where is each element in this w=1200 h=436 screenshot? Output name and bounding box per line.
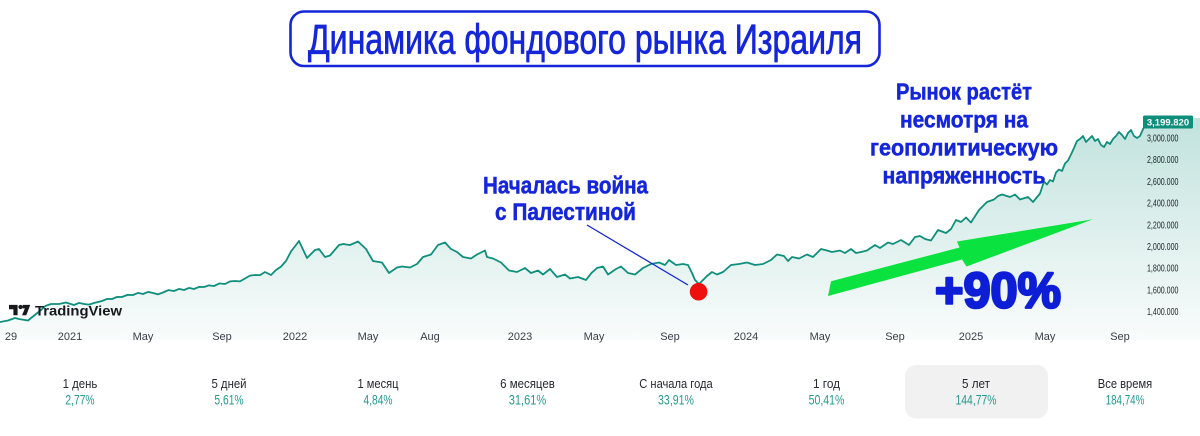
svg-text:May: May bbox=[584, 331, 605, 343]
svg-text:3,000.000: 3,000.000 bbox=[1147, 133, 1179, 145]
svg-text:2021: 2021 bbox=[58, 331, 82, 343]
svg-text:TradingView: TradingView bbox=[35, 303, 122, 319]
svg-text:184,74%: 184,74% bbox=[1106, 393, 1145, 408]
svg-text:29: 29 bbox=[5, 331, 17, 343]
svg-text:1,600.000: 1,600.000 bbox=[1147, 284, 1179, 296]
svg-text:2025: 2025 bbox=[959, 331, 983, 343]
svg-text:Sep: Sep bbox=[1110, 331, 1130, 343]
svg-text:Sep: Sep bbox=[885, 331, 905, 343]
svg-text:5,61%: 5,61% bbox=[214, 393, 243, 408]
svg-text:2,77%: 2,77% bbox=[65, 393, 94, 408]
svg-text:1 день: 1 день bbox=[63, 377, 98, 391]
svg-text:4,84%: 4,84% bbox=[364, 393, 393, 408]
svg-text:3,199.820: 3,199.820 bbox=[1147, 118, 1189, 129]
svg-text:1,400.000: 1,400.000 bbox=[1147, 306, 1179, 318]
svg-text:2,000.000: 2,000.000 bbox=[1147, 241, 1179, 253]
svg-text:С начала года: С начала года bbox=[639, 377, 712, 391]
svg-text:несмотря на: несмотря на bbox=[900, 107, 1028, 133]
svg-text:Все время: Все время bbox=[1098, 377, 1152, 391]
svg-text:2024: 2024 bbox=[734, 331, 758, 343]
svg-text:May: May bbox=[1035, 331, 1056, 343]
svg-text:1 месяц: 1 месяц bbox=[358, 377, 399, 391]
svg-text:+90%: +90% bbox=[935, 263, 1061, 319]
svg-text:Sep: Sep bbox=[660, 331, 680, 343]
svg-text:2,400.000: 2,400.000 bbox=[1147, 198, 1179, 210]
svg-text:геополитическую: геополитическую bbox=[870, 135, 1058, 161]
svg-text:Sep: Sep bbox=[212, 331, 232, 343]
svg-text:Aug: Aug bbox=[420, 331, 440, 343]
svg-text:144,77%: 144,77% bbox=[956, 393, 997, 408]
svg-text:31,61%: 31,61% bbox=[509, 393, 547, 408]
svg-text:5 лет: 5 лет bbox=[962, 377, 990, 391]
svg-text:2023: 2023 bbox=[508, 331, 532, 343]
svg-text:May: May bbox=[133, 331, 154, 343]
svg-text:2022: 2022 bbox=[283, 331, 307, 343]
svg-text:6 месяцев: 6 месяцев bbox=[500, 377, 555, 391]
svg-text:Динамика фондового рынка Израи: Динамика фондового рынка Израиля bbox=[308, 16, 862, 63]
svg-text:с Палестиной: с Палестиной bbox=[495, 199, 636, 226]
svg-text:May: May bbox=[358, 331, 379, 343]
svg-text:2,600.000: 2,600.000 bbox=[1147, 176, 1179, 188]
svg-text:1 год: 1 год bbox=[813, 377, 841, 391]
svg-text:2,800.000: 2,800.000 bbox=[1147, 154, 1179, 166]
svg-text:2,200.000: 2,200.000 bbox=[1147, 219, 1179, 231]
svg-text:напряженность: напряженность bbox=[883, 163, 1046, 189]
svg-text:5 дней: 5 дней bbox=[211, 377, 246, 391]
svg-text:May: May bbox=[810, 331, 831, 343]
svg-text:1,800.000: 1,800.000 bbox=[1147, 263, 1179, 275]
svg-text:50,41%: 50,41% bbox=[809, 393, 845, 408]
svg-text:Рынок растёт: Рынок растёт bbox=[896, 79, 1032, 105]
svg-text:33,91%: 33,91% bbox=[658, 393, 694, 408]
svg-text:Началась война: Началась война bbox=[483, 173, 649, 200]
